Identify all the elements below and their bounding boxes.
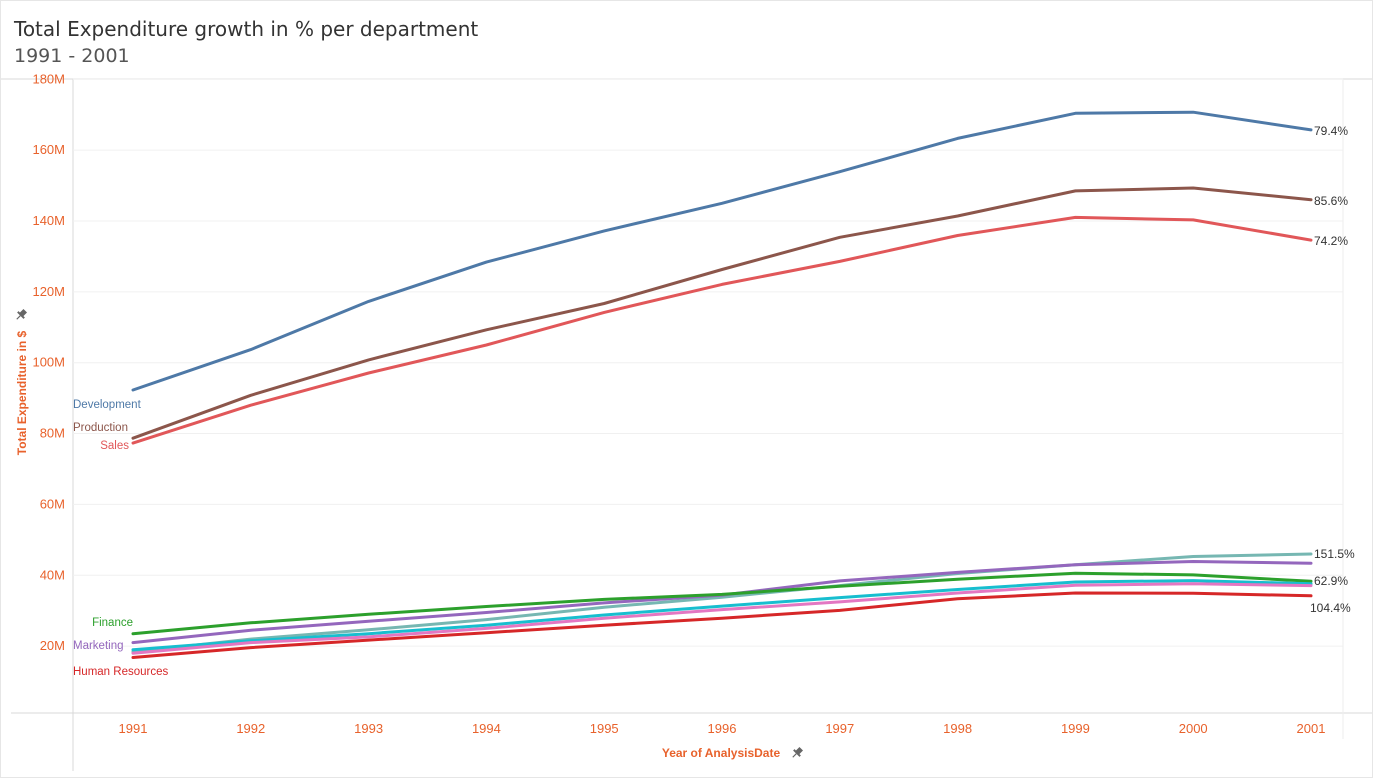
- y-tick-label: 180M: [32, 71, 65, 86]
- series-line-human-resources: [131, 591, 1313, 659]
- series-line-sales: [131, 215, 1313, 445]
- series-name-label: Marketing: [73, 640, 124, 652]
- x-axis-title: Year of AnalysisDate: [662, 746, 781, 760]
- x-tick-label: 1996: [708, 721, 737, 736]
- end-value-label: 104.4%: [1310, 601, 1351, 615]
- y-tick-label: 60M: [40, 496, 65, 511]
- series-line-series-8: [131, 582, 1313, 655]
- x-tick-label: 1997: [825, 721, 854, 736]
- y-tick-label: 80M: [40, 426, 65, 441]
- x-tick-label: 1991: [119, 721, 148, 736]
- series-line-series-4: [131, 552, 1313, 654]
- series-name-label: Human Resources: [73, 666, 168, 678]
- chart-title: Total Expenditure growth in % per depart…: [14, 17, 479, 41]
- y-axis-title: Total Expenditure in $: [15, 330, 29, 455]
- y-tick-label: 160M: [32, 142, 65, 157]
- series-line-development: [131, 110, 1313, 392]
- series-line-series-7: [131, 579, 1313, 652]
- series-name-label: Sales: [100, 440, 129, 452]
- x-tick-label: 1994: [472, 721, 501, 736]
- chart-subtitle: 1991 - 2001: [14, 45, 130, 67]
- x-tick-label: 1992: [236, 721, 265, 736]
- y-tick-label: 100M: [32, 355, 65, 370]
- series-name-label: Finance: [92, 617, 133, 629]
- end-value-label: 151.5%: [1314, 547, 1355, 561]
- end-value-label: 74.2%: [1314, 234, 1348, 248]
- series-name-label: Production: [73, 422, 128, 434]
- x-tick-label: 2001: [1297, 721, 1326, 736]
- x-tick-label: 1993: [354, 721, 383, 736]
- series-line-finance: [131, 571, 1313, 636]
- end-value-label: 62.9%: [1314, 574, 1348, 588]
- series-line-production: [131, 186, 1313, 440]
- series-name-label: Development: [73, 399, 142, 411]
- x-tick-label: 1995: [590, 721, 619, 736]
- pin-icon: [792, 746, 804, 758]
- y-tick-label: 140M: [32, 213, 65, 228]
- x-tick-label: 2000: [1179, 721, 1208, 736]
- y-tick-label: 20M: [40, 638, 65, 653]
- y-tick-label: 40M: [40, 567, 65, 582]
- x-tick-label: 1998: [943, 721, 972, 736]
- end-value-label: 79.4%: [1314, 124, 1348, 138]
- pin-icon: [16, 308, 28, 320]
- y-tick-label: 120M: [32, 284, 65, 299]
- end-value-label: 85.6%: [1314, 194, 1348, 208]
- x-tick-label: 1999: [1061, 721, 1090, 736]
